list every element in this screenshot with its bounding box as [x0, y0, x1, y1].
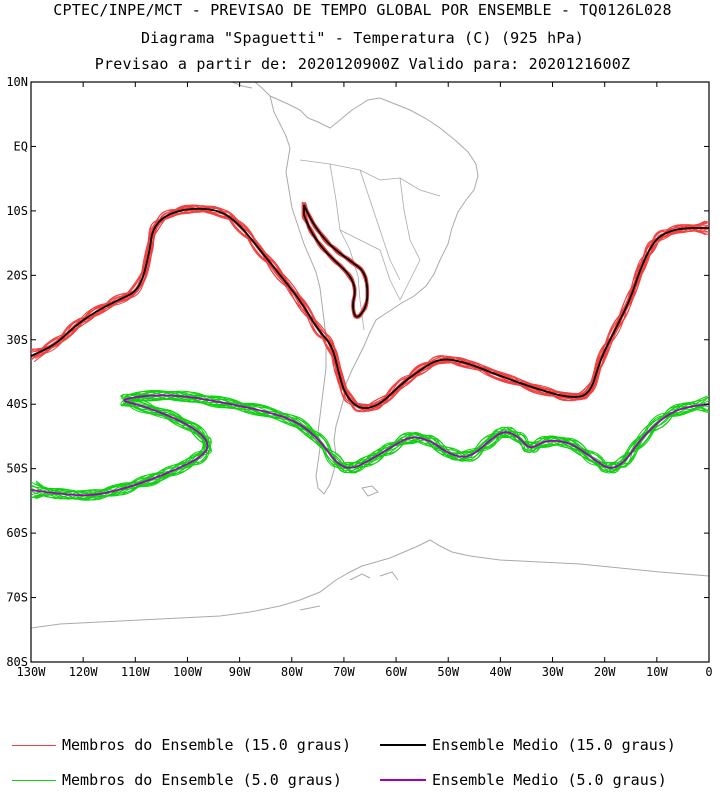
- legend-swatch-members-15: [12, 744, 56, 746]
- lon-label: 130W: [17, 665, 47, 679]
- country-borders: [299, 159, 441, 331]
- member-15-curve: [34, 206, 708, 407]
- member-15-curve: [31, 210, 709, 409]
- title-line-1: CPTEC/INPE/MCT - PREVISAO DE TEMPO GLOBA…: [53, 1, 672, 19]
- lon-label: 20W: [594, 665, 616, 679]
- lon-label: 90W: [229, 665, 251, 679]
- lat-label: 20S: [6, 268, 28, 282]
- member-5-curve: [33, 393, 709, 501]
- lat-label: 30S: [6, 333, 28, 347]
- lon-label: 60W: [385, 665, 407, 679]
- mean-15-andes-curve: [303, 204, 369, 318]
- member-15-curve: [31, 206, 706, 411]
- member-5-curve: [31, 391, 709, 499]
- legend-mean-15: Ensemble Medio (15.0 graus): [380, 736, 676, 754]
- legend-label-members-5: Membros do Ensemble (5.0 graus): [62, 771, 342, 789]
- lon-label: 100W: [173, 665, 203, 679]
- lon-label: 50W: [437, 665, 459, 679]
- lon-label: 110W: [121, 665, 151, 679]
- falklands-coastline: [361, 485, 379, 497]
- title-line-2: Diagrama "Spaguetti" - Temperatura (C) (…: [140, 29, 585, 47]
- lat-label: 60S: [6, 526, 28, 540]
- legend-swatch-mean-5: [380, 779, 426, 781]
- lon-label: 80W: [281, 665, 303, 679]
- lat-label: 80S: [6, 655, 28, 669]
- member-15-curve: [31, 208, 709, 407]
- lon-label: 0: [705, 665, 712, 679]
- lat-label: 50S: [6, 462, 28, 476]
- lat-label: 40S: [6, 397, 28, 411]
- member-15-curve: [31, 205, 707, 412]
- member-15-andes-curve: [304, 202, 369, 316]
- antarctica-coastline: [31, 539, 709, 629]
- lat-label: EQ: [14, 139, 28, 153]
- member-15-curve: [34, 206, 709, 411]
- legend-label-mean-15: Ensemble Medio (15.0 graus): [432, 736, 676, 754]
- legend-swatch-mean-15: [380, 744, 426, 746]
- member-15-curve: [34, 204, 709, 409]
- lon-label: 120W: [69, 665, 99, 679]
- legend-members-5: Membros do Ensemble (5.0 graus): [12, 771, 342, 789]
- member-15-curve: [33, 208, 709, 411]
- mean-15-curve: [31, 207, 709, 410]
- member-15-curve: [33, 205, 707, 412]
- plot-frame: [30, 81, 710, 663]
- member-15-curve: [31, 204, 709, 412]
- member-15-curve: [31, 205, 709, 413]
- plot-border: [30, 81, 710, 663]
- member-15-curve: [32, 208, 706, 406]
- title-line-3: Previsao a partir de: 2020120900Z Valido…: [94, 55, 631, 73]
- lon-label: 10W: [646, 665, 668, 679]
- mean-5-curve: [31, 394, 709, 497]
- member-15-curve: [31, 205, 709, 413]
- legend-mean-5: Ensemble Medio (5.0 graus): [380, 771, 667, 789]
- lat-label: 10N: [6, 75, 28, 89]
- legend-label-mean-5: Ensemble Medio (5.0 graus): [432, 771, 667, 789]
- legend-members-15: Membros do Ensemble (15.0 graus): [12, 736, 351, 754]
- coastline-layer: [31, 82, 709, 629]
- lat-label: 70S: [6, 591, 28, 605]
- legend-label-members-15: Membros do Ensemble (15.0 graus): [62, 736, 351, 754]
- member-15-andes-curve: [305, 203, 368, 316]
- antarctic-islands: [299, 571, 399, 611]
- contour-curves: [31, 201, 709, 501]
- lat-label: 10S: [6, 204, 28, 218]
- lon-label: 70W: [333, 665, 355, 679]
- legend-swatch-members-5: [12, 779, 56, 781]
- lon-label: 30W: [542, 665, 564, 679]
- central-america-coastline: [231, 82, 271, 97]
- lon-label: 40W: [490, 665, 512, 679]
- south-america-coastline: [269, 95, 479, 495]
